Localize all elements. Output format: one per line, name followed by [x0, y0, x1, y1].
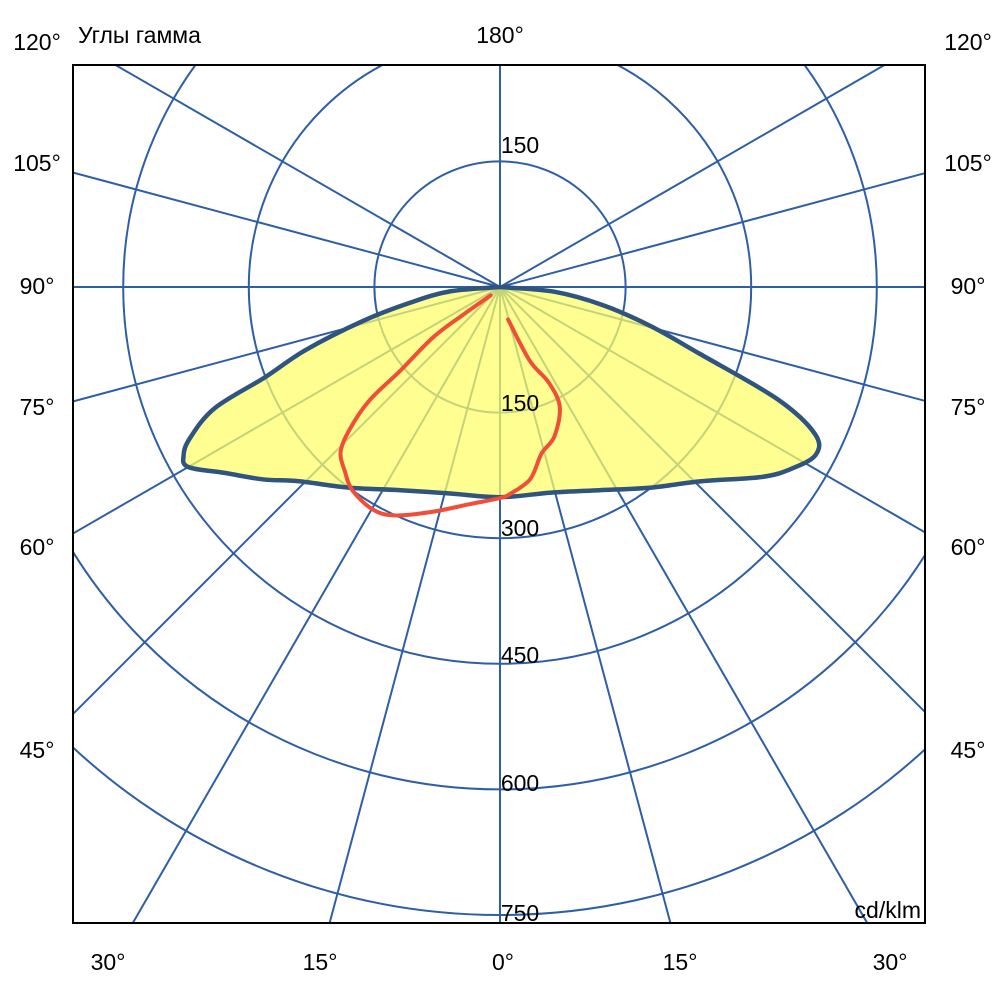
beam-curves — [180, 284, 822, 518]
polar-spoke — [499, 286, 925, 402]
axis-label-bottom: 30° — [91, 949, 126, 975]
ring-value-label: 150 — [501, 390, 539, 416]
axis-label-left: 105° — [13, 150, 61, 176]
chart-title: Углы гамма — [78, 22, 201, 48]
polar-spoke — [328, 286, 501, 923]
polar-ring — [73, 549, 925, 791]
axis-label-left: 60° — [20, 534, 55, 560]
axis-label-right: 120° — [944, 29, 992, 55]
axis-label-bottom: 30° — [873, 949, 908, 975]
ring-value-label: 300 — [501, 515, 539, 541]
ring-value-label: 750 — [501, 900, 539, 926]
units-label: cd/klm — [855, 897, 921, 923]
polar-ring — [247, 65, 753, 540]
axis-label-top-180: 180° — [476, 22, 524, 48]
polar-spoke — [113, 65, 501, 288]
axis-label-right: 105° — [944, 150, 992, 176]
ring-value-label: 450 — [501, 642, 539, 668]
polar-spoke — [499, 172, 925, 288]
polar-ring — [122, 65, 878, 665]
beam-line-C90-C270 — [338, 293, 562, 518]
polar-spoke — [499, 286, 672, 923]
plot-border — [72, 64, 926, 924]
axis-labels: 120° 105° 90° 75° 60° 45° 120° 105° 90° 75° 60° 45°… — [13, 29, 992, 975]
polar-spoke — [73, 171, 501, 288]
ring-value-label: 600 — [501, 770, 539, 796]
polar-spoke — [499, 65, 887, 288]
axis-label-bottom: 15° — [663, 949, 698, 975]
axis-label-right: 45° — [951, 737, 986, 763]
axis-label-right: 90° — [951, 273, 986, 299]
axis-label-left: 45° — [20, 737, 55, 763]
ring-value-label: 150 — [501, 132, 539, 158]
axis-label-bottom: 15° — [303, 949, 338, 975]
axis-label-left: 90° — [20, 273, 55, 299]
axis-label-right: 75° — [951, 394, 986, 420]
axis-label-left: 120° — [13, 29, 61, 55]
polar-spoke — [73, 286, 501, 403]
axis-label-right: 60° — [951, 534, 986, 560]
polar-ring — [73, 745, 925, 916]
axis-label-bottom: 0° — [492, 949, 514, 975]
axis-label-left: 75° — [20, 394, 55, 420]
